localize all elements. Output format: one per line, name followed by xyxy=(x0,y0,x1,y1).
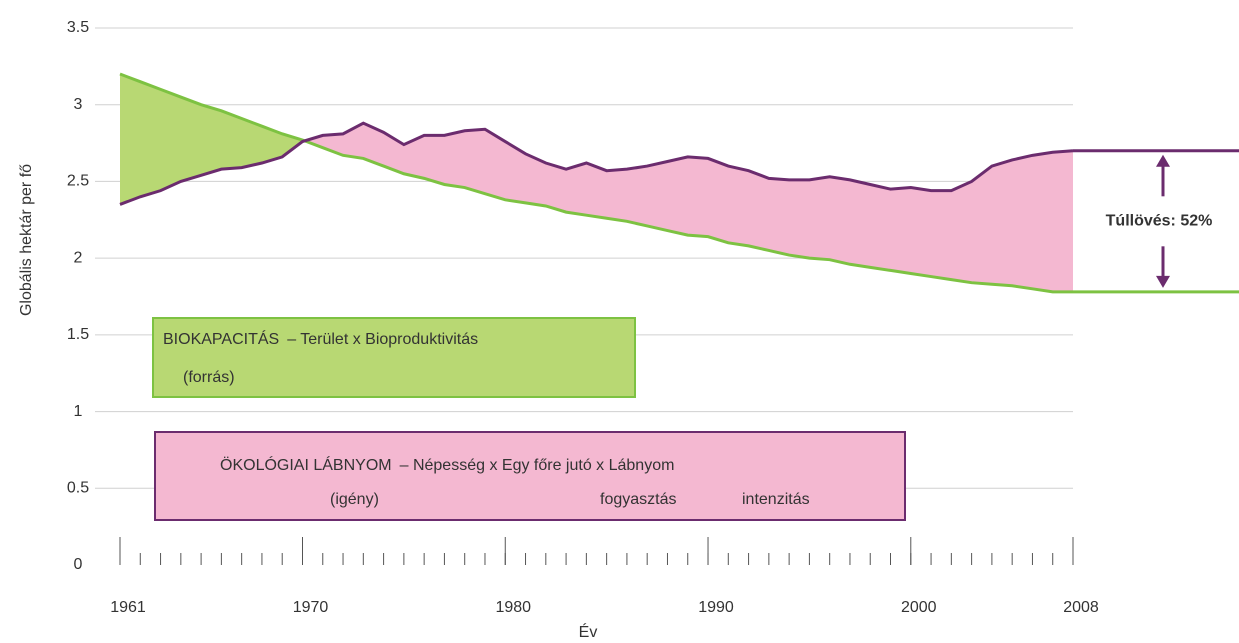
legend-note: (forrás) xyxy=(183,369,235,386)
y-tick-label: 2 xyxy=(74,249,83,266)
legend-text: BIOKAPACITÁS – Terület x Bioproduktivitás xyxy=(163,329,478,348)
x-tick-label: 1970 xyxy=(293,599,329,616)
legend-note: (igény) xyxy=(330,491,379,508)
legend-formula: – Terület x Bioproduktivitás xyxy=(287,331,478,348)
legend-box xyxy=(154,431,906,521)
y-tick-label: 2.5 xyxy=(67,173,89,190)
y-tick-label: 3.5 xyxy=(67,19,89,36)
overshoot-area xyxy=(120,123,1073,292)
arrow-head xyxy=(1156,275,1170,288)
x-tick-label: 1980 xyxy=(495,599,531,616)
series-line xyxy=(119,72,1073,294)
y-axis-label: Globális hektár per fő xyxy=(18,164,35,316)
x-tick-label: 2000 xyxy=(901,599,937,616)
legend-text: ÖKOLÓGIAI LÁBNYOM – Népesség x Egy főre j… xyxy=(220,455,674,474)
y-tick-label: 3 xyxy=(74,96,83,113)
legend-note: intenzitás xyxy=(742,491,810,508)
legend-box xyxy=(152,317,636,398)
x-tick-label: 1990 xyxy=(698,599,734,616)
legend-note: fogyasztás xyxy=(600,491,676,508)
annotation: Túllövés: 52% xyxy=(1106,213,1213,230)
x-tick-label: 2008 xyxy=(1063,599,1099,616)
legend-name: BIOKAPACITÁS xyxy=(163,329,279,348)
y-tick-label: 1.5 xyxy=(67,326,89,343)
y-tick-label: 0.5 xyxy=(67,480,89,497)
x-axis-label: Év xyxy=(579,622,598,641)
legend-name: ÖKOLÓGIAI LÁBNYOM xyxy=(220,455,392,474)
legend-formula: – Népesség x Egy főre jutó x Lábnyom xyxy=(400,457,675,474)
x-tick-label: 1961 xyxy=(110,599,146,616)
y-tick-label: 0 xyxy=(74,556,83,573)
y-tick-label: 1 xyxy=(74,403,83,420)
arrow-head xyxy=(1156,154,1170,167)
series-line xyxy=(119,121,1074,206)
